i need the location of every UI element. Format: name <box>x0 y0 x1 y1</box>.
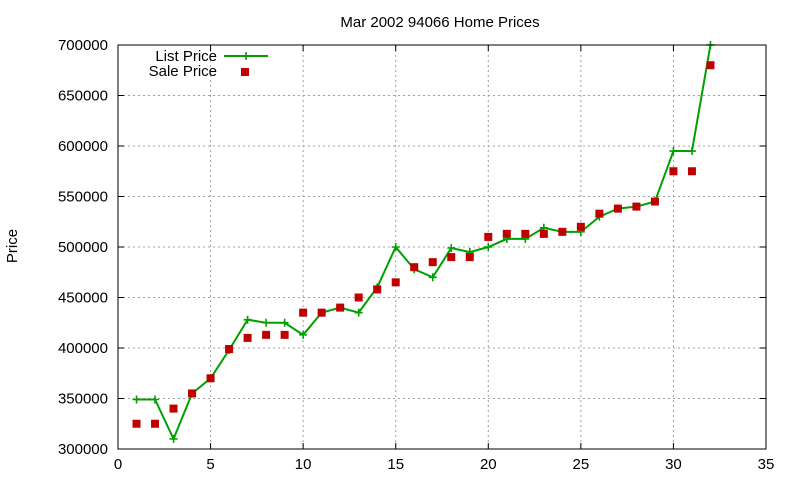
y-tick-label: 700000 <box>58 37 108 54</box>
list-price-point <box>687 147 696 156</box>
list-price-point <box>299 330 308 339</box>
sale-price-point <box>262 330 271 339</box>
y-tick-label: 650000 <box>58 88 108 105</box>
sale-price-point <box>576 222 585 231</box>
sale-price-point <box>188 389 197 398</box>
sale-price-point <box>558 227 567 236</box>
y-axis-label: Price <box>4 229 21 263</box>
sale-price-point <box>410 263 419 272</box>
y-tick-label: 400000 <box>58 340 108 357</box>
list-price-point <box>484 243 493 251</box>
legend-marker-sale-price <box>241 68 249 76</box>
y-tick-label: 350000 <box>58 391 108 408</box>
x-tick-label: 0 <box>114 456 122 473</box>
sale-price-point <box>391 278 400 287</box>
axis-ticks: 0 5 10 15 20 25 30 35 300000 350000 400000 450000 50… <box>58 37 774 473</box>
sale-price-point <box>151 419 160 428</box>
x-tick-label: 35 <box>758 456 775 473</box>
sale-price-point <box>502 229 511 238</box>
sale-price-point <box>447 253 456 262</box>
sale-price-point <box>169 404 178 413</box>
sale-price-point <box>428 258 437 267</box>
list-price-line <box>136 44 712 442</box>
y-tick-label: 550000 <box>58 189 108 206</box>
legend-marker-list-price <box>242 52 250 60</box>
sale-price-point <box>206 374 215 383</box>
sale-price-point <box>225 345 234 354</box>
y-tick-label: 500000 <box>58 239 108 256</box>
x-tick-label: 30 <box>665 456 682 473</box>
sale-price-point <box>669 167 678 176</box>
sale-price-point <box>280 330 289 339</box>
sale-price-point <box>299 308 308 317</box>
legend-label-list-price: List Price <box>155 48 217 65</box>
list-price-point <box>280 318 289 327</box>
list-price-point <box>447 244 456 253</box>
list-price-point <box>428 273 437 282</box>
list-price-point <box>132 395 141 404</box>
list-price-point <box>354 308 363 317</box>
series-layer <box>132 41 715 443</box>
sale-price-point <box>650 197 659 206</box>
sale-price-point <box>336 303 345 312</box>
sale-price-point <box>706 61 715 70</box>
y-tick-label: 450000 <box>58 290 108 307</box>
x-tick-label: 5 <box>206 456 214 473</box>
sale-price-point <box>595 209 604 218</box>
x-tick-label: 15 <box>387 456 404 473</box>
list-price-point <box>243 315 252 324</box>
x-tick-label: 20 <box>480 456 497 473</box>
grid <box>118 45 766 449</box>
chart-title: Mar 2002 94066 Home Prices <box>340 14 539 31</box>
sale-price-point <box>539 229 548 238</box>
sale-price-point <box>354 293 363 302</box>
list-price-point <box>669 147 678 156</box>
sale-price-point <box>613 204 622 213</box>
sale-price-point <box>243 333 252 342</box>
list-price-point <box>151 395 160 404</box>
x-tick-label: 25 <box>573 456 590 473</box>
sale-price-point <box>465 253 474 262</box>
y-tick-label: 600000 <box>58 138 108 155</box>
x-tick-label: 10 <box>295 456 312 473</box>
list-price-point <box>169 434 178 443</box>
list-price-point <box>262 318 271 327</box>
sale-price-point <box>632 202 641 211</box>
sale-price-point <box>132 419 141 428</box>
sale-price-point <box>373 285 382 294</box>
sale-price-point <box>521 229 530 238</box>
sale-price-point <box>317 308 326 317</box>
legend-label-sale-price: Sale Price <box>149 63 217 80</box>
y-tick-label: 300000 <box>58 441 108 458</box>
list-price-point <box>391 243 400 251</box>
sale-price-point <box>687 167 696 176</box>
sale-price-point <box>484 232 493 241</box>
